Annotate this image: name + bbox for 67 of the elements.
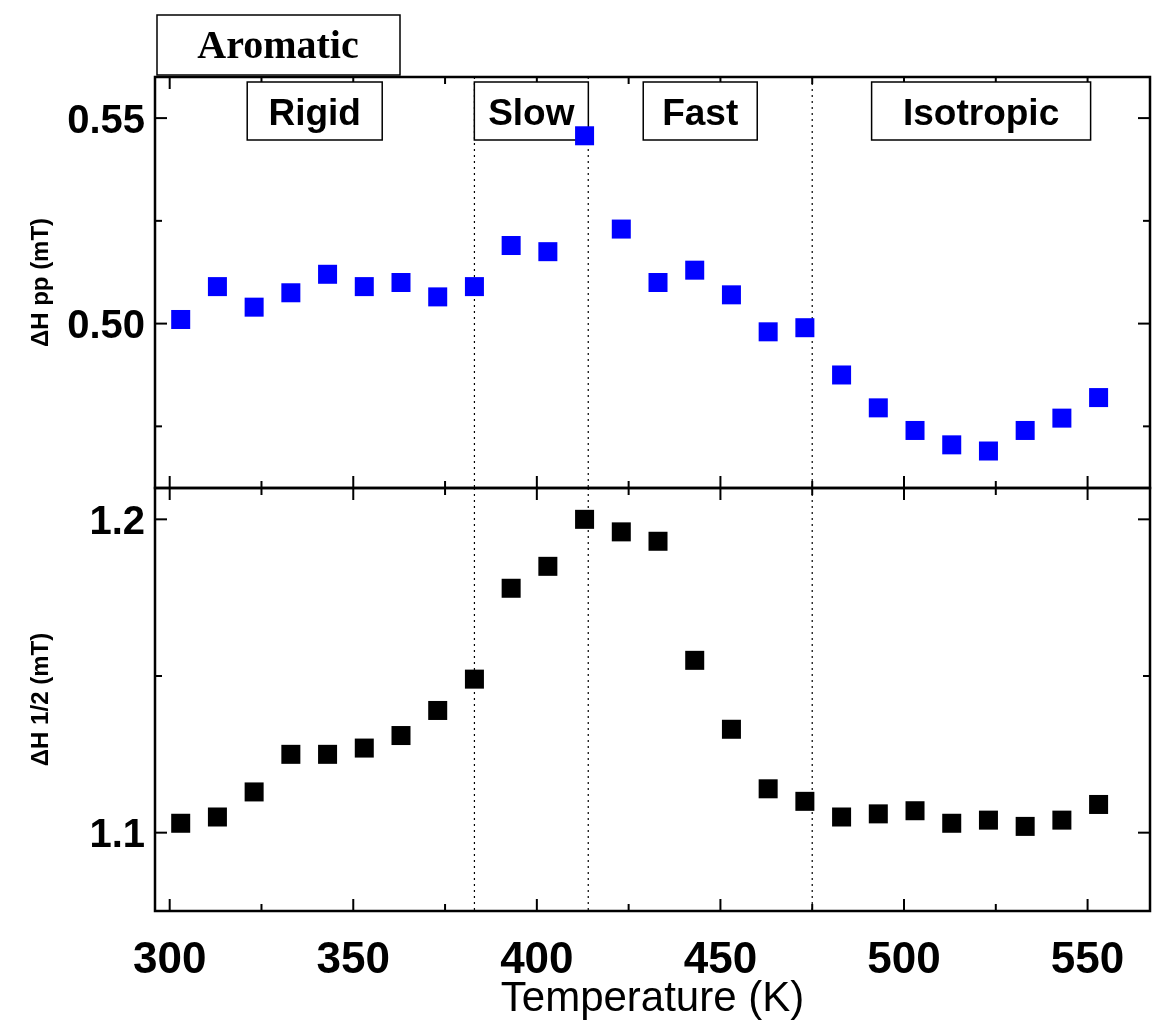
- y-axis-title: ΔH 1/2 (mT): [26, 632, 53, 767]
- point: [611, 522, 631, 542]
- annotation: Isotropic: [902, 92, 1060, 134]
- point: [171, 813, 191, 833]
- point: [648, 273, 668, 292]
- point: [978, 441, 998, 461]
- point: [611, 219, 631, 239]
- point: [428, 287, 448, 307]
- point: [1015, 420, 1035, 440]
- point: [758, 322, 778, 342]
- point: [244, 782, 264, 802]
- point: [171, 309, 191, 329]
- x-tick-label: 550: [1050, 933, 1125, 982]
- point: [942, 435, 962, 455]
- point: [868, 804, 888, 824]
- chart-title: Aromatic: [197, 22, 359, 67]
- point: [575, 509, 595, 529]
- point: [1052, 810, 1072, 830]
- point: [1089, 388, 1109, 408]
- x-tick-label: 300: [132, 933, 207, 982]
- point: [1015, 816, 1035, 836]
- point: [868, 398, 888, 418]
- y-tick-label: 1.1: [89, 811, 145, 856]
- point: [978, 810, 998, 830]
- x-tick-label: 350: [316, 933, 390, 982]
- point: [501, 236, 521, 256]
- point: [832, 365, 852, 385]
- point: [758, 779, 778, 799]
- point: [832, 807, 852, 827]
- point: [721, 719, 741, 739]
- point: [354, 738, 374, 758]
- point: [464, 277, 484, 297]
- annotation: Slow: [488, 92, 575, 134]
- point: [244, 297, 264, 317]
- point: [501, 578, 521, 598]
- annotation: Rigid: [268, 92, 361, 134]
- point: [207, 807, 227, 827]
- point: [1052, 408, 1072, 428]
- point: [905, 420, 925, 440]
- x-tick-label: 500: [867, 933, 941, 982]
- point: [391, 726, 411, 746]
- point: [1089, 794, 1109, 814]
- point: [721, 285, 741, 305]
- y-tick-label: 0.55: [67, 96, 145, 141]
- point: [538, 242, 558, 262]
- y-tick-label: 1.2: [89, 497, 145, 542]
- point: [648, 531, 668, 551]
- point: [428, 700, 448, 720]
- point: [354, 277, 374, 297]
- annotation: Fast: [662, 92, 739, 134]
- point: [281, 744, 301, 764]
- point: [318, 744, 338, 764]
- y-tick-label: 0.50: [67, 302, 145, 346]
- point: [795, 318, 815, 338]
- point: [795, 791, 815, 811]
- point: [464, 669, 484, 689]
- point: [905, 801, 925, 821]
- point: [942, 813, 962, 833]
- point: [207, 277, 227, 297]
- point: [281, 283, 301, 303]
- point: [685, 650, 705, 670]
- point: [538, 556, 558, 576]
- point: [575, 126, 595, 146]
- point: [391, 273, 411, 292]
- point: [318, 264, 338, 284]
- y-axis-title: ΔH pp (mT): [26, 217, 53, 348]
- point: [685, 260, 705, 280]
